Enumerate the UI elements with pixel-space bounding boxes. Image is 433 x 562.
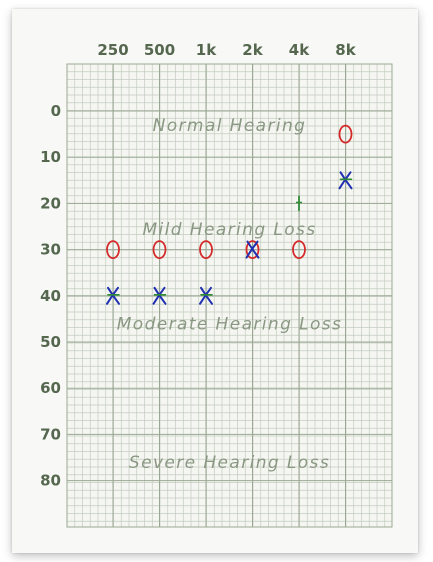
x-tick-label: 8k [335, 41, 356, 59]
x-tick-label: 4k [289, 41, 310, 59]
right-ear-marker [152, 240, 167, 260]
y-tick-label: 70 [40, 425, 61, 443]
grid [66, 63, 393, 528]
x-axis-tick-labels: 250 500 1k 2k 4k 8k [97, 41, 356, 59]
right-ear-marker [338, 124, 353, 144]
y-tick-label: 40 [40, 287, 61, 305]
y-tick-label: 20 [40, 194, 61, 212]
right-ear-marker [292, 240, 306, 260]
zone-label: Normal Hearing [153, 116, 307, 136]
left-ear-marker [245, 240, 260, 259]
data-markers [106, 124, 353, 305]
y-tick-label: 0 [51, 102, 61, 120]
left-ear-marker [338, 171, 353, 190]
y-tick-label: 80 [40, 472, 61, 490]
y-tick-label: 10 [40, 148, 61, 166]
left-ear-marker [296, 195, 302, 212]
y-tick-label: 50 [40, 333, 61, 351]
zone-labels: Normal Hearing Mild Hearing Loss Moderate … [117, 116, 343, 473]
plot-frame [66, 63, 393, 528]
zone-label: Severe Hearing Loss [129, 453, 330, 473]
x-tick-label: 250 [97, 41, 128, 59]
zone-label: Moderate Hearing Loss [117, 315, 343, 335]
y-tick-label: 60 [40, 379, 61, 397]
y-tick-label: 30 [40, 241, 61, 259]
right-ear-marker [106, 240, 120, 260]
left-ear-marker [199, 286, 213, 305]
right-ear-marker [245, 240, 260, 260]
x-tick-label: 2k [242, 41, 263, 59]
left-ear-marker [152, 286, 167, 305]
x-tick-label: 1k [196, 41, 217, 59]
x-tick-label: 500 [144, 41, 175, 59]
y-axis-tick-labels: 0 10 20 30 40 50 60 70 80 [40, 102, 61, 490]
zone-label: Mild Hearing Loss [142, 220, 316, 240]
left-ear-marker [106, 286, 120, 305]
right-ear-marker [199, 240, 213, 260]
